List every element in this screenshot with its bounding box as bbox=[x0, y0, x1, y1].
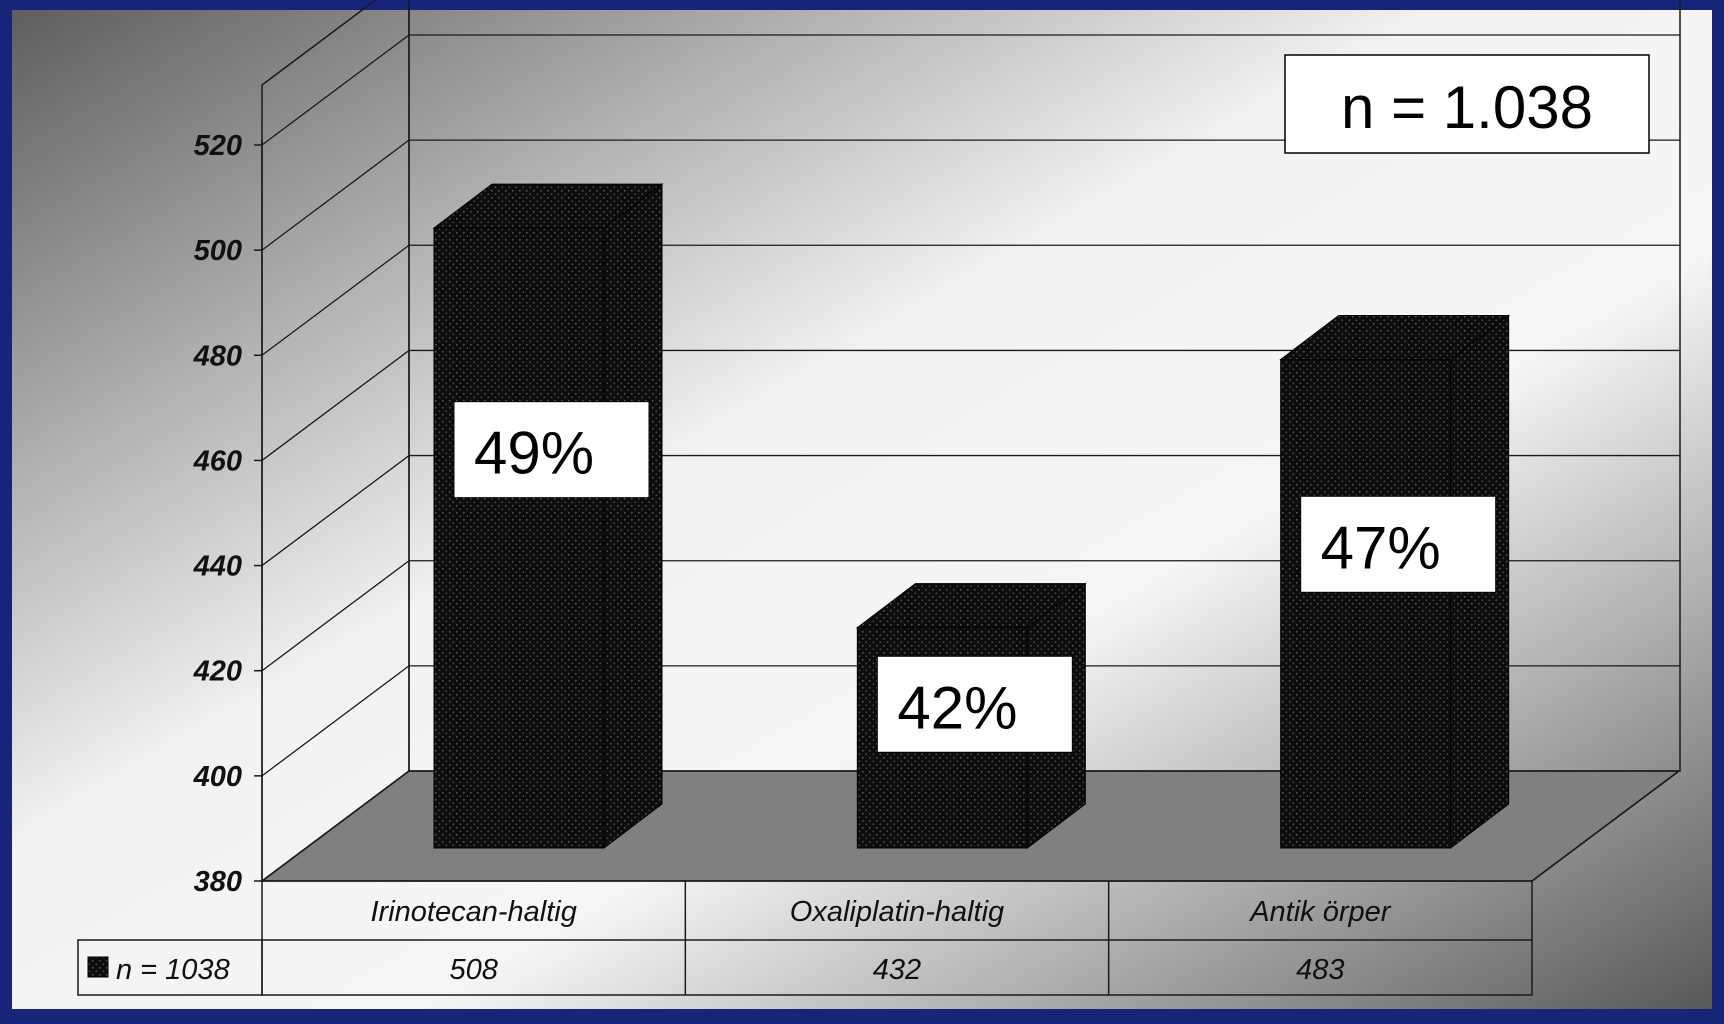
y-tick-label: 440 bbox=[193, 551, 242, 583]
bar-percent-label: 47% bbox=[1321, 514, 1441, 581]
y-tick-label: 480 bbox=[193, 340, 242, 372]
gridline-diagonal bbox=[261, 455, 410, 567]
bar-percent-label-box bbox=[453, 401, 650, 499]
bar-percent-label: 49% bbox=[474, 420, 594, 487]
bar-percent-label-box bbox=[1300, 495, 1497, 593]
bar-percent-label: 42% bbox=[897, 674, 1017, 741]
gridline-diagonal bbox=[261, 349, 410, 461]
y-tick-label: 520 bbox=[194, 130, 242, 162]
y-tick-label: 380 bbox=[194, 866, 242, 898]
x-category-label: Oxaliplatin-haltig bbox=[790, 896, 1004, 928]
y-tick-label: 500 bbox=[194, 235, 242, 267]
plot-area: 380 400 420 440 460 480 500 520 49% 42% 47% n = 1.0… bbox=[77, 0, 1682, 996]
n-annotation: n = 1.038 bbox=[1341, 74, 1593, 141]
bar-front bbox=[433, 227, 605, 849]
legend-label: n = 1038 bbox=[116, 954, 230, 986]
data-table-value: 508 bbox=[449, 954, 497, 986]
data-table-legend-cell bbox=[77, 939, 263, 996]
y-tick-label: 460 bbox=[193, 445, 242, 477]
gridline-diagonal bbox=[261, 34, 410, 146]
floor-edge bbox=[1531, 770, 1680, 882]
x-category-label: Antik örper bbox=[1248, 896, 1392, 928]
data-table-value: 483 bbox=[1296, 954, 1344, 986]
x-category-label: Irinotecan-haltig bbox=[370, 896, 576, 928]
data-table-grid bbox=[261, 880, 1533, 996]
y-tick-label: 420 bbox=[193, 656, 242, 688]
bar-percent-label-box bbox=[876, 655, 1073, 753]
gridline-diagonal bbox=[261, 139, 410, 251]
n-annotation-box bbox=[1284, 54, 1650, 154]
data-table-value: 432 bbox=[873, 954, 921, 986]
y-tick-label: 400 bbox=[193, 761, 242, 793]
gridline-diagonal bbox=[261, 665, 410, 777]
bar-front bbox=[1280, 359, 1452, 849]
legend-key-swatch bbox=[87, 956, 109, 978]
bar-side bbox=[603, 183, 663, 850]
gridline-diagonal bbox=[261, 560, 410, 672]
gridline-diagonal bbox=[261, 244, 410, 356]
